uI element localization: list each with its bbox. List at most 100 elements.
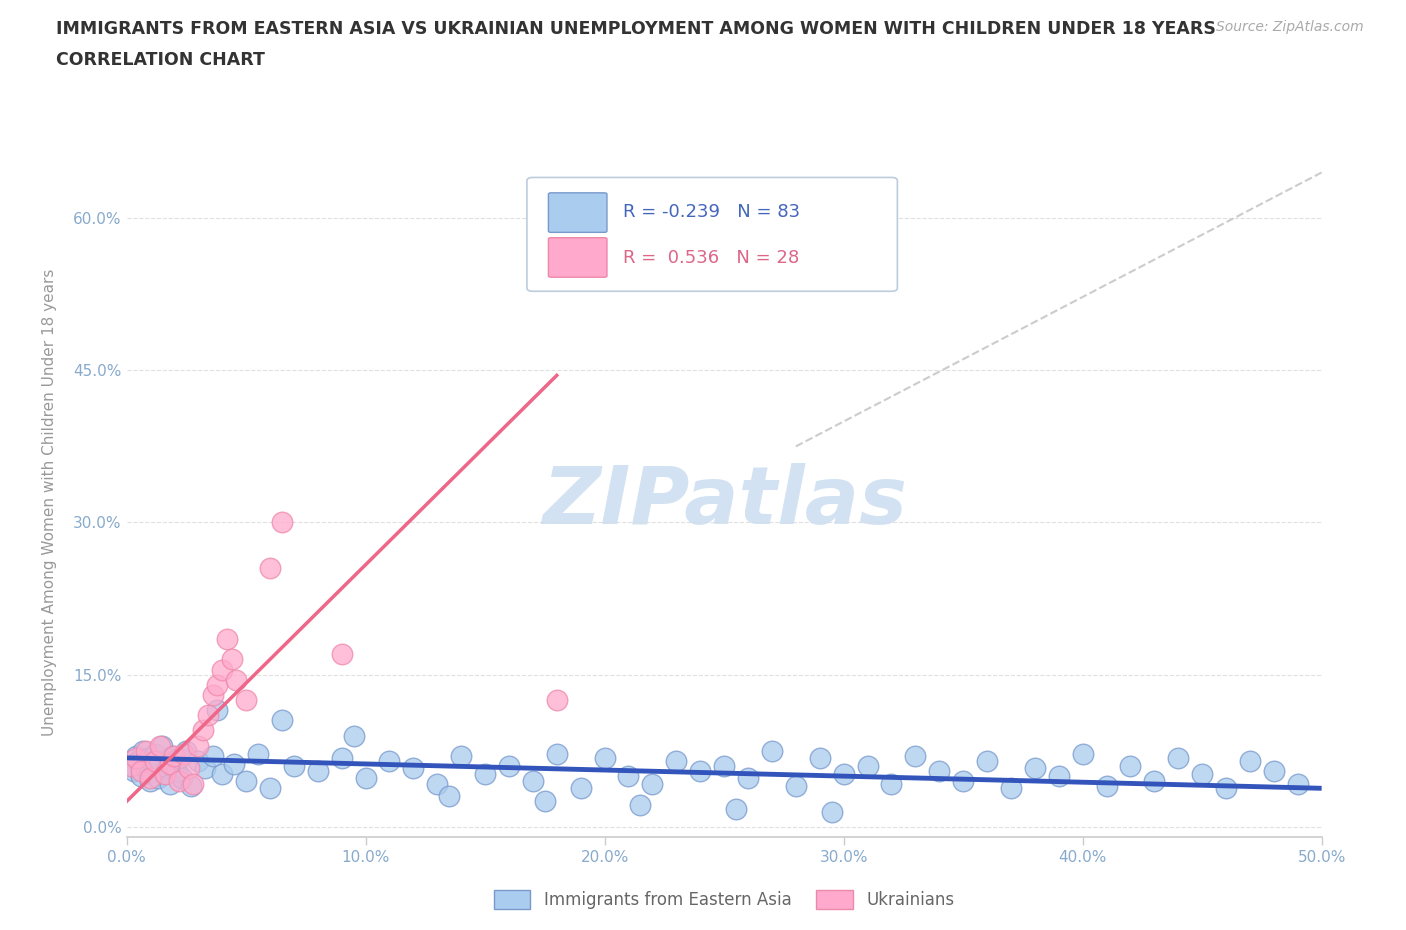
Point — [713, 759, 735, 774]
Point — [207, 703, 229, 718]
Point — [426, 777, 449, 791]
Point — [187, 738, 209, 753]
Point — [820, 804, 842, 819]
Legend: Immigrants from Eastern Asia, Ukrainians: Immigrants from Eastern Asia, Ukrainians — [486, 884, 962, 916]
Point — [122, 764, 145, 778]
Point — [120, 759, 142, 774]
Point — [136, 751, 159, 765]
Point — [127, 753, 149, 768]
Point — [533, 794, 555, 809]
Point — [201, 687, 224, 702]
Point — [259, 781, 281, 796]
Point — [132, 743, 155, 758]
Point — [725, 801, 748, 816]
Point — [222, 756, 246, 771]
Point — [235, 693, 257, 708]
Point — [159, 777, 181, 791]
Point — [177, 761, 200, 776]
Y-axis label: Unemployment Among Women with Children Under 18 years: Unemployment Among Women with Children U… — [42, 269, 56, 736]
Point — [1239, 753, 1261, 768]
Point — [1286, 777, 1309, 791]
Point — [183, 777, 205, 791]
Point — [952, 774, 974, 789]
Point — [1095, 778, 1118, 793]
Point — [808, 751, 831, 765]
Point — [546, 693, 568, 708]
Point — [174, 743, 197, 758]
Point — [139, 771, 162, 786]
Point — [135, 761, 157, 776]
Point — [1024, 761, 1046, 776]
Text: CORRELATION CHART: CORRELATION CHART — [56, 51, 266, 69]
Point — [160, 749, 183, 764]
Point — [1119, 759, 1142, 774]
Point — [197, 708, 219, 723]
Point — [439, 789, 461, 804]
Point — [737, 771, 759, 786]
Point — [211, 662, 233, 677]
Point — [215, 631, 238, 646]
Point — [1167, 751, 1189, 765]
Point — [904, 749, 927, 764]
Point — [856, 759, 879, 774]
Point — [785, 778, 807, 793]
Point — [522, 774, 544, 789]
Point — [628, 797, 651, 812]
Point — [167, 751, 190, 765]
Point — [976, 753, 998, 768]
Point — [880, 777, 903, 791]
Point — [498, 759, 520, 774]
Point — [617, 769, 640, 784]
Point — [166, 764, 188, 778]
Point — [1191, 766, 1213, 781]
Point — [163, 749, 186, 764]
Point — [142, 756, 165, 771]
Point — [125, 751, 148, 765]
Point — [211, 766, 233, 781]
Text: Source: ZipAtlas.com: Source: ZipAtlas.com — [1216, 20, 1364, 34]
Point — [180, 778, 202, 793]
Point — [247, 747, 270, 762]
Point — [150, 738, 174, 753]
Point — [1047, 769, 1070, 784]
Point — [187, 753, 209, 768]
Point — [159, 756, 181, 771]
Point — [343, 728, 366, 743]
Point — [153, 766, 176, 781]
Point — [270, 515, 294, 530]
Point — [354, 771, 377, 786]
Point — [191, 723, 214, 737]
Point — [225, 672, 247, 687]
Point — [235, 774, 257, 789]
Text: R = -0.239   N = 83: R = -0.239 N = 83 — [623, 204, 800, 221]
Point — [665, 753, 688, 768]
Point — [139, 774, 162, 789]
Point — [330, 751, 353, 765]
Point — [1000, 781, 1022, 796]
Point — [156, 761, 179, 776]
Point — [1143, 774, 1166, 789]
Point — [1215, 781, 1237, 796]
Point — [569, 781, 592, 796]
Point — [283, 759, 305, 774]
Point — [143, 747, 166, 762]
FancyBboxPatch shape — [527, 178, 897, 291]
Point — [307, 764, 329, 778]
Point — [129, 769, 152, 784]
Point — [170, 771, 193, 786]
Point — [120, 759, 142, 774]
Point — [143, 753, 166, 768]
Point — [450, 749, 472, 764]
Point — [167, 774, 190, 789]
Point — [221, 652, 243, 667]
Point — [378, 753, 401, 768]
Point — [832, 766, 855, 781]
Point — [928, 764, 950, 778]
Point — [546, 747, 568, 762]
Point — [135, 743, 157, 758]
Point — [149, 738, 172, 753]
Point — [259, 561, 281, 576]
Point — [194, 761, 217, 776]
Point — [641, 777, 664, 791]
Point — [125, 749, 148, 764]
